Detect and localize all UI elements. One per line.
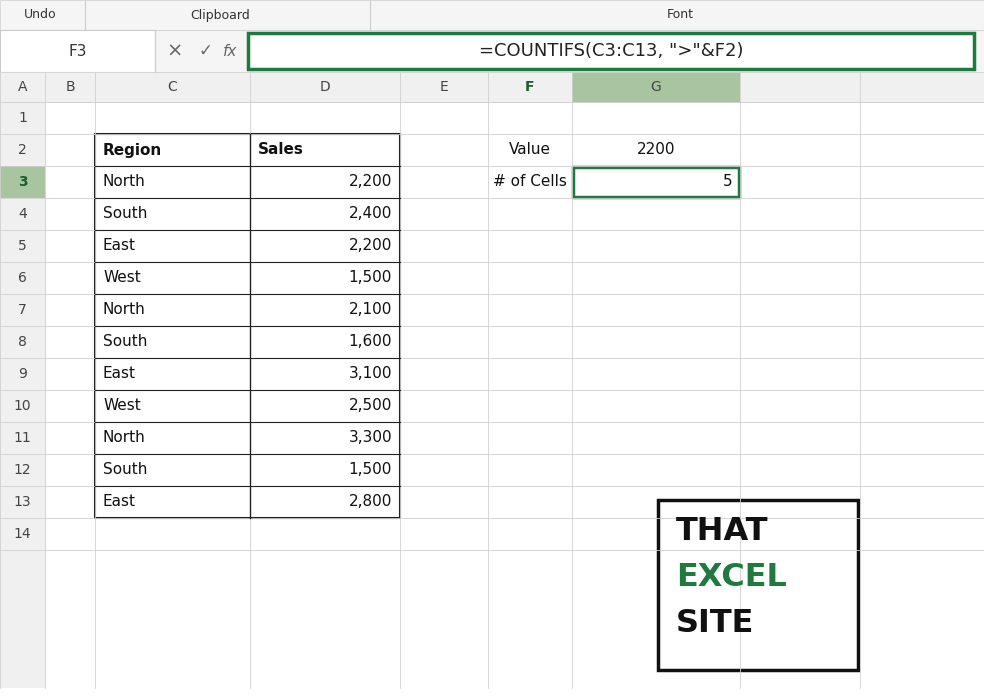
- Text: Clipboard: Clipboard: [190, 8, 250, 22]
- Text: 7: 7: [18, 303, 27, 317]
- Text: 9: 9: [18, 367, 27, 381]
- Text: 3,300: 3,300: [348, 431, 392, 445]
- Text: 2,400: 2,400: [348, 207, 392, 221]
- Text: Value: Value: [509, 142, 551, 158]
- Text: 2,200: 2,200: [348, 239, 392, 253]
- Text: 4: 4: [18, 207, 27, 221]
- Text: 2: 2: [18, 143, 27, 157]
- Text: 2,800: 2,800: [348, 494, 392, 510]
- Text: East: East: [103, 494, 136, 510]
- Text: SITE: SITE: [676, 609, 755, 639]
- Text: Font: Font: [666, 8, 694, 22]
- Text: West: West: [103, 271, 141, 285]
- Text: F: F: [525, 80, 534, 94]
- Bar: [0, 30, 984, 72]
- Text: 1: 1: [18, 111, 27, 125]
- Bar: [0, 30, 155, 72]
- Text: 3,100: 3,100: [348, 366, 392, 382]
- Text: North: North: [103, 174, 146, 189]
- Text: South: South: [103, 463, 148, 477]
- Text: 3: 3: [18, 175, 28, 189]
- Text: 2,100: 2,100: [348, 302, 392, 318]
- Text: F3: F3: [69, 43, 88, 59]
- Bar: [658, 500, 858, 670]
- Text: Region: Region: [103, 142, 162, 158]
- Bar: [573, 167, 739, 197]
- Text: 2,200: 2,200: [348, 174, 392, 189]
- Text: South: South: [103, 207, 148, 221]
- Text: C: C: [167, 80, 177, 94]
- Text: 12: 12: [14, 463, 31, 477]
- Text: 11: 11: [14, 431, 31, 445]
- Text: 13: 13: [14, 495, 31, 509]
- Text: ×: ×: [167, 41, 183, 61]
- Text: West: West: [103, 399, 141, 413]
- Text: Undo: Undo: [24, 8, 56, 22]
- Text: 8: 8: [18, 335, 27, 349]
- Text: North: North: [103, 302, 146, 318]
- Text: 6: 6: [18, 271, 27, 285]
- Text: ✓: ✓: [198, 42, 212, 60]
- Text: 5: 5: [18, 239, 27, 253]
- Text: E: E: [440, 80, 449, 94]
- Text: 10: 10: [14, 399, 31, 413]
- Text: 1,500: 1,500: [348, 463, 392, 477]
- Text: =COUNTIFS(C3:C13, ">"&F2): =COUNTIFS(C3:C13, ">"&F2): [479, 42, 743, 60]
- Text: North: North: [103, 431, 146, 445]
- Text: EXCEL: EXCEL: [676, 563, 787, 593]
- Bar: [572, 72, 740, 102]
- Text: East: East: [103, 239, 136, 253]
- Text: South: South: [103, 334, 148, 350]
- Text: 14: 14: [14, 527, 31, 541]
- Bar: [0, 102, 45, 688]
- Text: G: G: [650, 80, 661, 94]
- Text: East: East: [103, 366, 136, 382]
- Text: D: D: [320, 80, 331, 94]
- Bar: [0, 166, 45, 198]
- Text: B: B: [65, 80, 75, 94]
- Text: 5: 5: [722, 174, 732, 189]
- Text: # of Cells: # of Cells: [493, 174, 567, 189]
- Text: fx: fx: [222, 43, 237, 59]
- Bar: [95, 134, 400, 518]
- Text: 1,600: 1,600: [348, 334, 392, 350]
- Text: 1,500: 1,500: [348, 271, 392, 285]
- Bar: [0, 72, 984, 102]
- Text: THAT: THAT: [676, 517, 769, 547]
- Bar: [0, 0, 984, 30]
- Text: A: A: [18, 80, 28, 94]
- Text: 2200: 2200: [637, 142, 675, 158]
- Bar: [248, 33, 974, 69]
- Text: Sales: Sales: [258, 142, 304, 158]
- Text: 2,500: 2,500: [348, 399, 392, 413]
